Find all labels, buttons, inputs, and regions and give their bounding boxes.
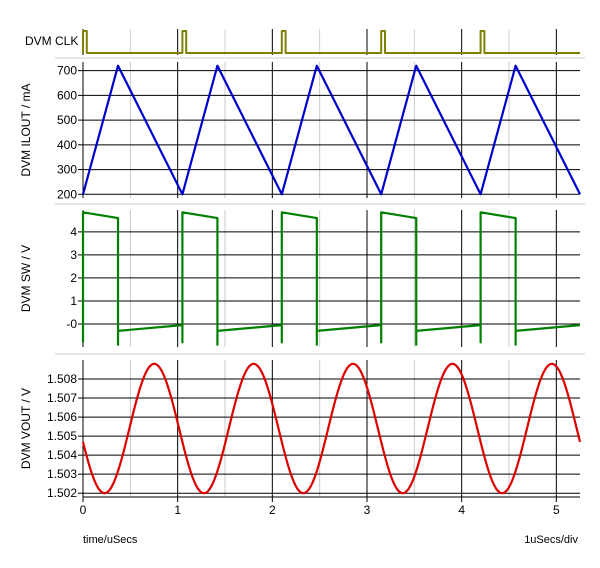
y-tick-label: 500: [57, 113, 77, 127]
y-tick-label: 1.507: [47, 391, 77, 405]
panel-clk: DVM CLK: [25, 29, 580, 55]
panel-ilout: DVM ILOUT / mA 200 300 400 500 600 700: [19, 62, 581, 201]
y-tick-label: 1.506: [47, 410, 77, 424]
y-axis-label-clk: DVM CLK: [25, 34, 78, 48]
y-tick-label: 300: [57, 163, 77, 177]
panel-sw: DVM SW / V -0 1 2 3 4: [19, 210, 581, 347]
x-scale-label: 1uSecs/div: [524, 534, 578, 546]
y-tick-label: 1.502: [47, 486, 77, 500]
y-axis-label-ilout: DVM ILOUT / mA: [19, 83, 33, 176]
x-tick-label: 2: [269, 503, 276, 517]
x-tick-label: 4: [458, 503, 465, 517]
x-tick-label: 1: [174, 503, 181, 517]
y-tick-label: -0: [66, 317, 77, 331]
series-line-ilout: [81, 64, 581, 196]
y-axis-label-vout: DVM VOUT / V: [19, 388, 33, 469]
y-tick-label: 200: [57, 187, 77, 201]
series-line-vout: [81, 362, 582, 495]
y-tick-label: 4: [70, 225, 77, 239]
y-tick-label: 1.504: [47, 448, 77, 462]
y-tick-label: 700: [57, 64, 77, 78]
panel-vout: DVM VOUT / V 1.502 1.503 1.504 1.505 1.506 1.5…: [19, 360, 582, 500]
y-tick-label: 3: [70, 248, 77, 262]
series-line-clk: [82, 30, 580, 54]
x-axis-label: time/uSecs: [83, 534, 138, 546]
y-tick-label: 1: [70, 294, 77, 308]
y-tick-label: 1.508: [47, 372, 77, 386]
x-tick-label: 5: [553, 503, 560, 517]
x-tick-label: 3: [364, 503, 371, 517]
y-tick-label: 400: [57, 138, 77, 152]
x-tick-label: 0: [80, 503, 87, 517]
y-tick-label: 1.505: [47, 429, 77, 443]
series-line-sw: [81, 211, 581, 346]
y-tick-label: 600: [57, 88, 77, 102]
y-tick-label: 1.503: [47, 467, 77, 481]
y-axis-label-sw: DVM SW / V: [19, 245, 33, 312]
y-tick-label: 2: [70, 271, 77, 285]
